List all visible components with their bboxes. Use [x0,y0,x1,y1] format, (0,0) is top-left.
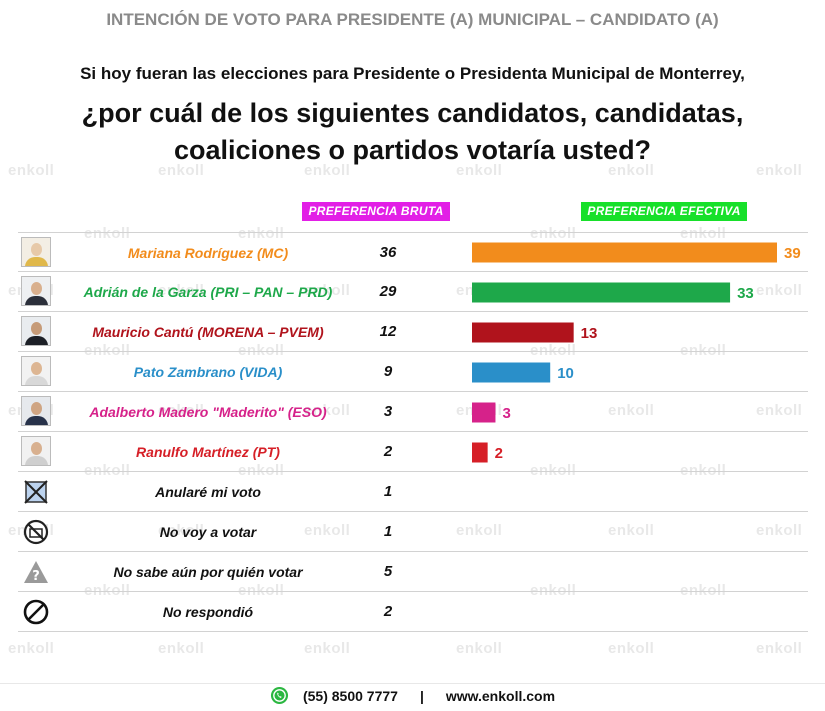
table-row: Mauricio Cantú (MORENA – PVEM) 12 [18,312,808,352]
table-row: Anularé mi voto 1 [18,472,808,512]
column-header-efectiva: PREFERENCIA EFECTIVA [581,202,747,221]
table-row: No respondió 2 [18,592,808,632]
question-main-line2: coaliciones o partidos votaría usted? [0,132,825,168]
row-label: No sabe aún por quién votar [58,552,358,592]
avatar [21,436,51,466]
row-label: Adrián de la Garza (PRI – PAN – PRD) [58,272,358,312]
table-row: Adrián de la Garza (PRI – PAN – PRD) 29 [18,272,808,312]
watermark: enkoll [304,640,350,657]
watermark: enkoll [158,640,204,657]
svg-text:?: ? [32,569,40,584]
bruta-value: 1 [358,512,418,552]
bruta-value: 2 [358,592,418,632]
row-label: Mariana Rodríguez (MC) [58,233,358,273]
bruta-value: 29 [358,272,418,312]
bruta-value: 1 [358,472,418,512]
bruta-value: 9 [358,352,418,392]
question-intro: Si hoy fueran las elecciones para Presid… [0,64,825,84]
table-row: No voy a votar 1 [18,512,808,552]
table-row: Adalberto Madero "Maderito" (ESO) 3 [18,392,808,432]
bruta-value: 2 [358,432,418,472]
no-answer-icon [22,598,50,626]
page-title: INTENCIÓN DE VOTO PARA PRESIDENTE (A) MU… [0,10,825,30]
footer-phone: (55) 8500 7777 [303,688,398,704]
bruta-value: 36 [358,233,418,273]
row-label: Anularé mi voto [58,472,358,512]
footer: (55) 8500 7777 | www.enkoll.com [0,686,825,706]
row-label: Ranulfo Martínez (PT) [58,432,358,472]
bruta-value: 3 [358,392,418,432]
column-header-bruta: PREFERENCIA BRUTA [302,202,450,221]
watermark: enkoll [456,640,502,657]
question-main-line1: ¿por cuál de los siguientes candidatos, … [0,95,825,131]
watermark: enkoll [8,640,54,657]
row-label: Adalberto Madero "Maderito" (ESO) [58,392,358,432]
question-icon: ? [22,558,50,586]
whatsapp-icon [270,686,289,705]
crossed-ballot-icon [22,478,50,506]
row-label: No respondió [58,592,358,632]
footer-website[interactable]: www.enkoll.com [446,688,555,704]
watermark: enkoll [756,640,802,657]
table-row: Ranulfo Martínez (PT) 2 [18,432,808,472]
table-row: Mariana Rodríguez (MC) 36 [18,232,808,272]
row-label: Pato Zambrano (VIDA) [58,352,358,392]
bruta-value: 5 [358,552,418,592]
table-row: ? No sabe aún por quién votar 5 [18,552,808,592]
row-label: Mauricio Cantú (MORENA – PVEM) [58,312,358,352]
footer-separator: | [420,686,424,706]
row-label: No voy a votar [58,512,358,552]
avatar [21,396,51,426]
avatar [21,276,51,306]
avatar [21,356,51,386]
avatar [21,316,51,346]
table-row: Pato Zambrano (VIDA) 9 [18,352,808,392]
footer-divider [0,683,825,684]
avatar [21,237,51,267]
no-vote-icon [22,518,50,546]
watermark: enkoll [608,640,654,657]
bruta-value: 12 [358,312,418,352]
